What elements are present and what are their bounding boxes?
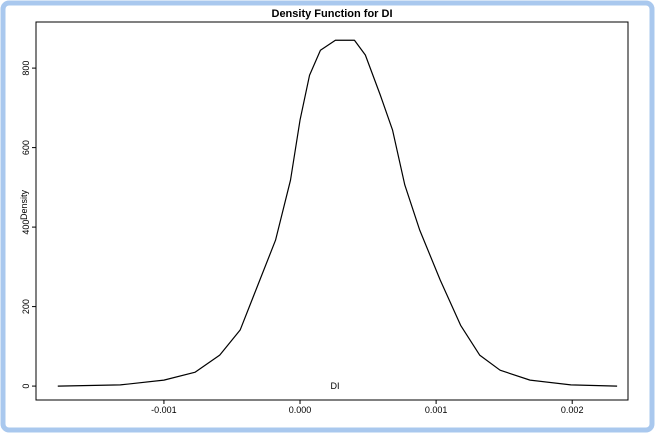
y-tick-label: 600 [21,140,31,155]
y-tick-label: 200 [21,299,31,314]
chart-title: Density Function for DI [272,8,393,20]
y-tick-label: 400 [21,220,31,235]
plot-box [35,21,629,401]
y-axis-label: Density [19,189,29,220]
y-tick-label: 800 [21,61,31,76]
x-tick-label: 0.000 [289,405,312,415]
y-tick-label: 0 [21,384,31,389]
x-tick-label: 0.001 [425,405,448,415]
x-tick-label: -0.001 [151,405,177,415]
x-tick-label: 0.002 [561,405,584,415]
x-axis-label: DI [331,381,340,391]
density-line [57,39,618,387]
